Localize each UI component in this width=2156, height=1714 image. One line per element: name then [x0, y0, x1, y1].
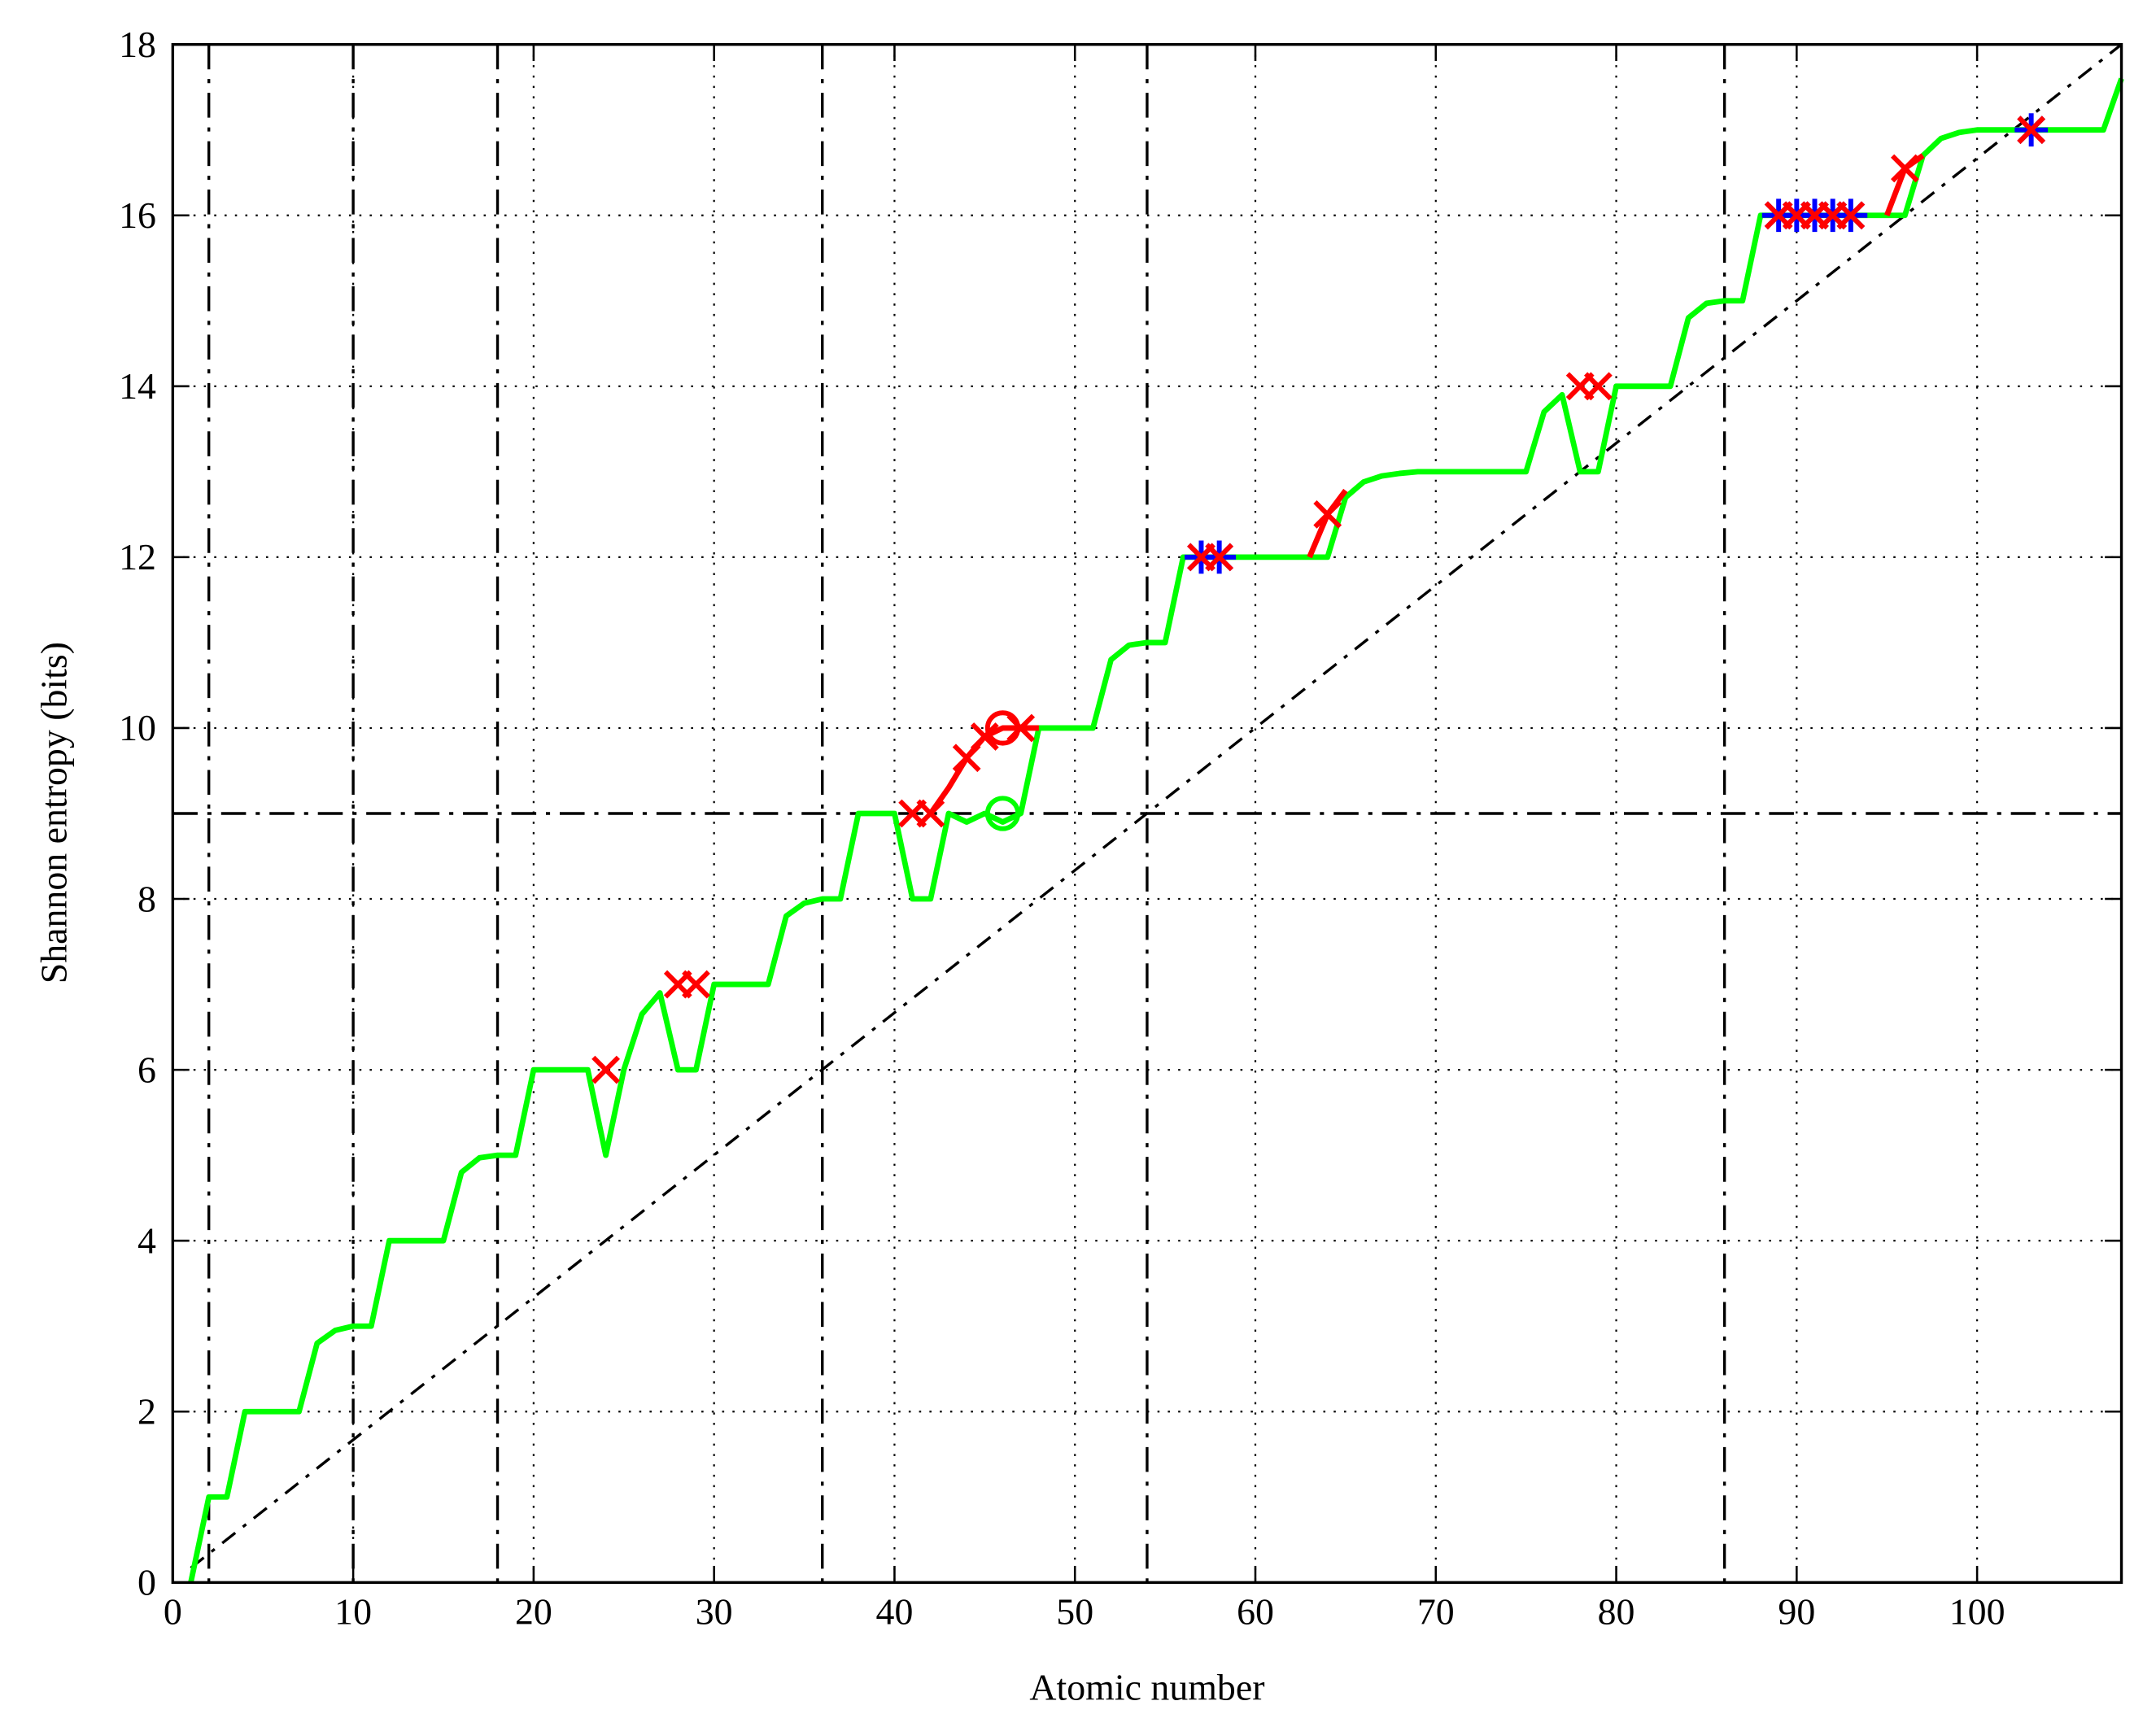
y-tick-label: 6 [137, 1049, 156, 1090]
x-tick-label: 90 [1778, 1590, 1815, 1632]
x-axis-label: Atomic number [1029, 1667, 1264, 1708]
x-tick-label: 70 [1417, 1590, 1455, 1632]
x-tick-label: 10 [334, 1590, 372, 1632]
marker [916, 799, 945, 828]
y-tick-label: 12 [119, 536, 156, 578]
marker [1205, 543, 1234, 572]
reference-line [190, 43, 2123, 1569]
x-tick-label: 50 [1056, 1590, 1093, 1632]
marker [591, 1055, 620, 1084]
marker [1891, 154, 1919, 183]
marker [1836, 201, 1866, 230]
x-tick-label: 20 [515, 1590, 552, 1632]
x-tick-label: 80 [1598, 1590, 1635, 1632]
y-tick-label: 14 [119, 365, 156, 407]
x-tick-label: 0 [164, 1590, 182, 1632]
y-tick-label: 4 [137, 1219, 156, 1261]
marker [2017, 116, 2046, 145]
y-tick-label: 16 [119, 194, 156, 236]
y-tick-label: 0 [137, 1562, 156, 1603]
data-line [188, 77, 2124, 1584]
y-tick-label: 8 [137, 878, 156, 919]
marker [984, 796, 1021, 831]
x-tick-label: 30 [696, 1590, 733, 1632]
marker [1313, 499, 1342, 529]
marker [1583, 372, 1613, 401]
y-tick-label: 2 [137, 1391, 156, 1433]
marker [984, 710, 1021, 746]
y-tick-label: 18 [119, 24, 156, 65]
marker [682, 970, 710, 999]
x-tick-label: 100 [1949, 1590, 2005, 1632]
x-tick-label: 60 [1237, 1590, 1274, 1632]
y-tick-label: 10 [119, 707, 156, 748]
marker [970, 722, 999, 751]
x-tick-label: 40 [876, 1590, 914, 1632]
plot-frame [171, 42, 2123, 1585]
y-axis-label: Shannon entropy (bits) [33, 642, 75, 983]
